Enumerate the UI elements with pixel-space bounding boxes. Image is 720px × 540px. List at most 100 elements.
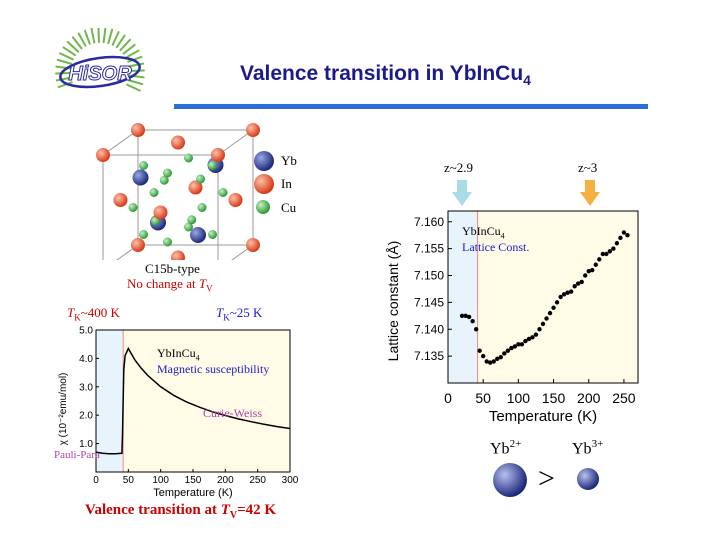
in-atom <box>131 123 145 137</box>
down-arrow-icon <box>580 180 600 206</box>
curie-weiss-label: Curie-Weiss <box>203 406 263 420</box>
y-axis-label: Lattice constant (Å) <box>385 241 401 362</box>
lattice-data-point <box>488 360 493 365</box>
lattice-data-point <box>470 318 475 324</box>
y-tick-label: 7.145 <box>414 295 444 309</box>
lattice-data-point <box>547 310 553 316</box>
lattice-data-point <box>516 342 521 347</box>
lattice-data-point <box>498 355 503 360</box>
title-text: Valence transition in YbInCu <box>240 62 524 85</box>
in-atom-icon <box>254 174 274 194</box>
yb3-ion-sphere <box>577 468 599 490</box>
in-atom <box>171 135 185 150</box>
lattice-constant-chart: 7.135 7.140 7.145 7.150 7.155 7.160 0 50 100 150 2… <box>380 205 670 430</box>
lattice-data-point <box>477 348 482 353</box>
down-arrow-icon <box>452 180 472 206</box>
cu-atom <box>208 161 217 170</box>
x-tick-label: 100 <box>152 475 169 486</box>
lattice-data-point <box>583 273 588 278</box>
lattice-data-point <box>544 316 549 321</box>
lattice-data-point <box>554 300 560 305</box>
caption-note-sub: V <box>206 283 213 294</box>
x-tick-label: 250 <box>612 390 636 406</box>
cu-atom <box>197 203 207 212</box>
hisor-logo: HiSOR <box>48 27 158 118</box>
title-underline <box>174 104 648 109</box>
tk-low-sub: K <box>223 312 230 323</box>
lattice-data-point <box>491 359 496 364</box>
legend-item-in: In <box>253 173 313 197</box>
x-tick-label: 250 <box>249 475 266 486</box>
lattice-data-point <box>480 353 486 359</box>
cu-atom <box>218 188 228 197</box>
left-compound-label: YbInCu4 <box>157 346 200 362</box>
left-compound-sub: 4 <box>195 353 200 363</box>
lattice-data-point <box>572 284 577 289</box>
lattice-data-point <box>533 332 539 337</box>
x-tick-label: 0 <box>444 390 452 406</box>
lattice-data-point <box>551 305 556 310</box>
right-compound-sub: 4 <box>500 231 505 241</box>
tk-low-t: T <box>216 305 224 320</box>
tk-high-t: T <box>67 305 75 320</box>
y-tick-label: 7.140 <box>414 322 444 336</box>
y-tick-label: 2.0 <box>79 411 93 422</box>
crystal-caption-note: No change at TV <box>127 276 213 294</box>
caption-note-t: T <box>198 276 207 291</box>
arrow-left-label: z~2.9 <box>444 160 474 175</box>
arrow-right-label: z~3 <box>578 160 598 175</box>
x-tick-label: 50 <box>475 390 491 406</box>
right-compound-label: YbInCu4 <box>462 224 505 240</box>
left-measurement-label: Magnetic susceptibility <box>157 362 270 376</box>
lattice-data-point <box>526 336 532 342</box>
lattice-data-point <box>607 249 613 254</box>
lattice-data-point <box>530 335 535 340</box>
lattice-data-point <box>537 327 542 332</box>
y-tick-label: 7.150 <box>414 269 444 283</box>
lattice-data-point <box>505 348 511 353</box>
lattice-data-point <box>473 327 479 332</box>
legend-item-yb: Yb <box>253 150 313 174</box>
pauli-para-label: Pauli-Para <box>54 449 100 461</box>
lattice-data-point <box>463 313 468 319</box>
cu-atom <box>187 215 197 225</box>
cu-atom <box>208 230 217 239</box>
lattice-data-point <box>519 342 525 347</box>
y-tick-label: 7.160 <box>414 215 444 229</box>
lattice-data-point <box>502 351 507 356</box>
x-axis-label: Temperature (K) <box>489 408 597 425</box>
cu-atom-icon <box>256 200 270 214</box>
lattice-data-point <box>600 251 606 257</box>
yb2-ion-sphere <box>493 463 527 497</box>
cu-atom <box>163 168 172 178</box>
lattice-data-point <box>568 289 574 294</box>
lattice-data-point <box>625 232 630 238</box>
ion-left-text: Yb <box>490 440 510 458</box>
valence-transition-footer: Valence transition at TV=42 K <box>85 502 276 521</box>
in-atom <box>96 148 110 162</box>
yb-atom-icon <box>254 151 274 171</box>
comparator-symbol: > <box>538 462 555 495</box>
lattice-data-point <box>618 235 623 241</box>
yb-atom <box>190 227 206 243</box>
lattice-data-point <box>593 262 598 267</box>
lattice-data-point <box>621 230 627 235</box>
tk-low-value: ~25 K <box>229 305 263 320</box>
cu-atom <box>184 153 193 163</box>
page-title: Valence transition in YbInCu4 <box>240 62 531 88</box>
x-tick-label: 50 <box>123 475 135 486</box>
x-axis-label: Temperature (K) <box>153 487 232 499</box>
tk-low-label: TK~25 K <box>216 305 262 323</box>
cu-atom <box>149 188 159 197</box>
cu-atom <box>184 222 193 232</box>
plot-background <box>448 211 638 383</box>
lattice-data-point <box>484 359 489 364</box>
y-tick-label: 5.0 <box>79 326 93 337</box>
logo-text: HiSOR <box>68 63 132 85</box>
footer-t: T <box>220 502 230 518</box>
in-atom <box>211 148 225 162</box>
y-tick-label: 4.0 <box>79 354 93 365</box>
footer-sub: V <box>229 510 238 521</box>
footer-value: =42 K <box>237 502 277 518</box>
y-tick-label: 1.0 <box>79 439 93 450</box>
